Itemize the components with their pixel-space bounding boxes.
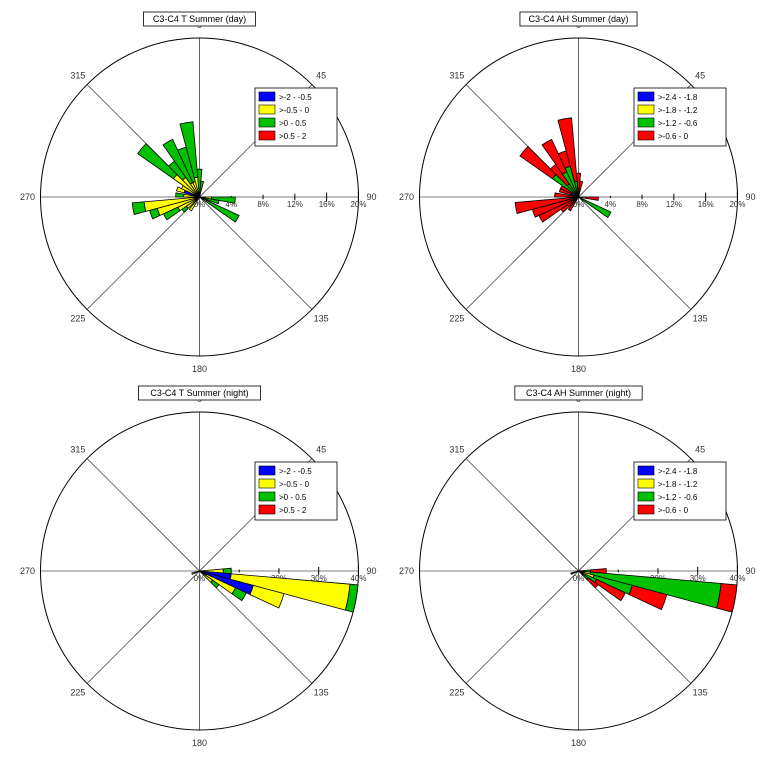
legend-swatch xyxy=(259,505,275,514)
legend-label: >-0.5 - 0 xyxy=(279,480,310,489)
angle-label: 45 xyxy=(695,444,705,454)
radial-tick-label: 8% xyxy=(636,200,648,209)
legend-label: >-1.8 - -1.2 xyxy=(658,106,698,115)
angle-label: 135 xyxy=(314,314,329,324)
radial-tick-label: 16% xyxy=(319,200,335,209)
angle-label: 180 xyxy=(192,364,207,374)
legend-label: >-2.4 - -1.8 xyxy=(658,93,698,102)
spoke xyxy=(87,459,199,571)
petal-segment xyxy=(579,181,583,193)
legend-swatch xyxy=(259,105,275,114)
angle-label: 45 xyxy=(316,70,326,80)
angle-label: 45 xyxy=(316,444,326,454)
legend-swatch xyxy=(638,118,654,127)
legend-swatch xyxy=(259,92,275,101)
chart-title: C3-C4 T Summer (night) xyxy=(150,388,248,398)
angle-label: 225 xyxy=(449,688,464,698)
legend-label: >-0.6 - 0 xyxy=(658,132,689,141)
angle-label: 90 xyxy=(366,566,376,576)
spoke xyxy=(466,571,578,683)
legend-label: >-1.2 - -0.6 xyxy=(658,493,698,502)
legend-swatch xyxy=(638,466,654,475)
spoke xyxy=(87,571,199,683)
angle-label: 270 xyxy=(399,566,414,576)
chart-cell-bl: 045901351802252703150%10%20%30%40%C3-C4 … xyxy=(10,384,389,758)
legend-swatch xyxy=(259,492,275,501)
angle-label: 45 xyxy=(695,70,705,80)
legend-swatch xyxy=(259,479,275,488)
chart-title: C3-C4 AH Summer (day) xyxy=(528,14,628,24)
chart-title: C3-C4 AH Summer (night) xyxy=(526,388,631,398)
legend-label: >0.5 - 2 xyxy=(279,506,307,515)
legend-label: >0.5 - 2 xyxy=(279,132,307,141)
radial-tick-label: 8% xyxy=(257,200,269,209)
spoke xyxy=(466,197,578,309)
angle-label: 135 xyxy=(693,688,708,698)
legend-swatch xyxy=(259,466,275,475)
wind-rose-tl: 045901351802252703150%4%8%12%16%20%C3-C4… xyxy=(10,10,389,384)
legend-label: >0 - 0.5 xyxy=(279,119,307,128)
radial-tick-label: 4% xyxy=(605,200,617,209)
legend-label: >-2.4 - -1.8 xyxy=(658,467,698,476)
radial-tick-label: 40% xyxy=(350,574,366,583)
angle-label: 270 xyxy=(399,192,414,202)
radial-tick-label: 16% xyxy=(698,200,714,209)
chart-cell-tl: 045901351802252703150%4%8%12%16%20%C3-C4… xyxy=(10,10,389,384)
legend-swatch xyxy=(638,479,654,488)
angle-label: 225 xyxy=(70,314,85,324)
petal-segment xyxy=(132,202,146,215)
spoke xyxy=(200,197,312,309)
angle-label: 90 xyxy=(745,192,755,202)
wind-rose-tr: 045901351802252703150%4%8%12%16%20%C3-C4… xyxy=(389,10,768,384)
angle-label: 315 xyxy=(70,444,85,454)
legend-swatch xyxy=(259,118,275,127)
chart-cell-tr: 045901351802252703150%4%8%12%16%20%C3-C4… xyxy=(389,10,768,384)
radial-tick-label: 20% xyxy=(729,200,745,209)
chart-grid: 045901351802252703150%4%8%12%16%20%C3-C4… xyxy=(10,10,768,758)
angle-label: 225 xyxy=(449,314,464,324)
legend-label: >-2 - -0.5 xyxy=(279,467,312,476)
legend-label: >-2 - -0.5 xyxy=(279,93,312,102)
angle-label: 315 xyxy=(449,70,464,80)
angle-label: 135 xyxy=(693,314,708,324)
angle-label: 180 xyxy=(571,364,586,374)
legend-label: >-0.6 - 0 xyxy=(658,506,689,515)
legend-swatch xyxy=(638,492,654,501)
angle-label: 315 xyxy=(70,70,85,80)
radial-tick-label: 12% xyxy=(666,200,682,209)
legend-label: >-1.2 - -0.6 xyxy=(658,119,698,128)
angle-label: 315 xyxy=(449,444,464,454)
legend-label: >0 - 0.5 xyxy=(279,493,307,502)
spoke xyxy=(87,197,199,309)
angle-label: 270 xyxy=(20,192,35,202)
petal-segment xyxy=(586,197,598,200)
legend-swatch xyxy=(638,505,654,514)
wind-rose-bl: 045901351802252703150%10%20%30%40%C3-C4 … xyxy=(10,384,389,758)
spoke xyxy=(579,197,691,309)
legend-swatch xyxy=(638,92,654,101)
legend-swatch xyxy=(638,131,654,140)
angle-label: 270 xyxy=(20,566,35,576)
angle-label: 180 xyxy=(192,738,207,748)
legend-swatch xyxy=(259,131,275,140)
legend-swatch xyxy=(638,105,654,114)
angle-label: 135 xyxy=(314,688,329,698)
radial-tick-label: 12% xyxy=(287,200,303,209)
angle-label: 225 xyxy=(70,688,85,698)
spoke xyxy=(466,459,578,571)
legend-label: >-0.5 - 0 xyxy=(279,106,310,115)
angle-label: 90 xyxy=(745,566,755,576)
angle-label: 180 xyxy=(571,738,586,748)
angle-label: 90 xyxy=(366,192,376,202)
wind-rose-br: 045901351802252703150%10%20%30%40%C3-C4 … xyxy=(389,384,768,758)
chart-cell-br: 045901351802252703150%10%20%30%40%C3-C4 … xyxy=(389,384,768,758)
radial-tick-label: 20% xyxy=(350,200,366,209)
radial-tick-label: 40% xyxy=(729,574,745,583)
petal-segment xyxy=(176,193,184,197)
chart-title: C3-C4 T Summer (day) xyxy=(153,14,246,24)
legend-label: >-1.8 - -1.2 xyxy=(658,480,698,489)
